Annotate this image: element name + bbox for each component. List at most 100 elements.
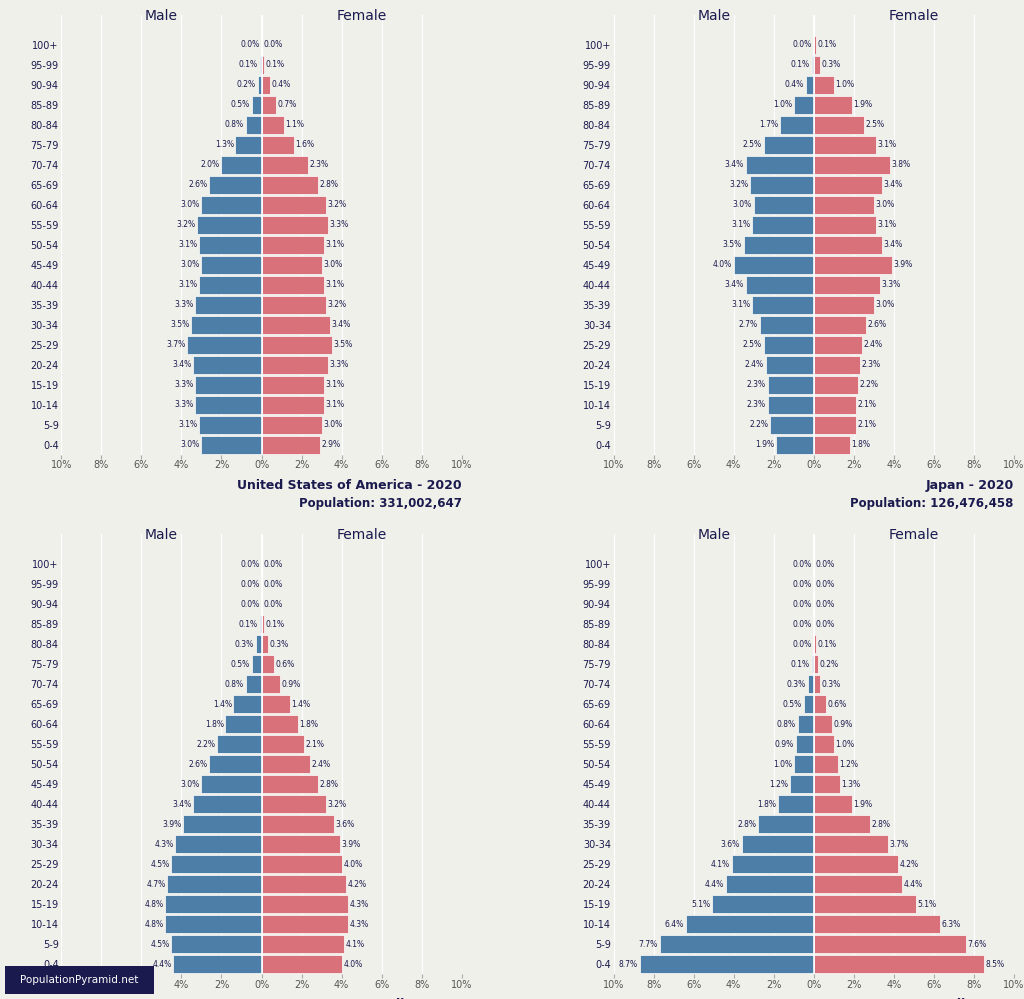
Bar	[814, 156, 890, 174]
Text: 0.8%: 0.8%	[777, 719, 796, 728]
Text: 0.3%: 0.3%	[821, 61, 841, 70]
Text: 0.8%: 0.8%	[225, 679, 244, 688]
Bar	[768, 397, 814, 414]
Bar	[256, 635, 261, 653]
Bar	[259, 56, 261, 74]
Bar	[776, 437, 814, 454]
Text: 3.5%: 3.5%	[171, 321, 189, 330]
Text: 0.0%: 0.0%	[241, 41, 260, 50]
Bar	[210, 176, 261, 194]
Bar	[261, 336, 332, 354]
Text: 1.8%: 1.8%	[757, 799, 776, 808]
Bar	[261, 915, 347, 933]
Bar	[814, 36, 816, 54]
Bar	[752, 216, 814, 234]
Bar	[196, 296, 261, 314]
Text: 0.0%: 0.0%	[263, 41, 283, 50]
Bar	[261, 136, 294, 154]
Text: 3.7%: 3.7%	[889, 839, 908, 848]
Bar	[246, 116, 261, 134]
Bar	[814, 397, 856, 414]
Bar	[171, 935, 261, 953]
Text: 3.2%: 3.2%	[177, 221, 196, 230]
Bar	[790, 775, 814, 793]
Bar	[814, 236, 882, 254]
Text: 0.9%: 0.9%	[282, 679, 300, 688]
Bar	[794, 96, 814, 114]
Text: 0.0%: 0.0%	[815, 619, 835, 628]
Text: 1.3%: 1.3%	[842, 779, 860, 788]
Text: 3.1%: 3.1%	[179, 241, 198, 250]
Bar	[814, 116, 863, 134]
Bar	[808, 675, 814, 693]
Text: 3.4%: 3.4%	[725, 161, 744, 170]
Bar	[261, 56, 263, 74]
Text: 3.0%: 3.0%	[180, 441, 200, 450]
Bar	[796, 735, 814, 753]
Text: 3.9%: 3.9%	[163, 819, 182, 828]
Text: 3.3%: 3.3%	[175, 401, 194, 410]
Text: 2.3%: 2.3%	[861, 361, 881, 370]
Bar	[798, 715, 814, 733]
Text: 4.1%: 4.1%	[711, 859, 730, 868]
Bar	[202, 437, 261, 454]
Text: 2.5%: 2.5%	[865, 121, 885, 130]
Bar	[745, 276, 814, 294]
Bar	[236, 136, 261, 154]
Text: 3.4%: 3.4%	[884, 181, 902, 190]
Text: 4.1%: 4.1%	[345, 939, 365, 948]
Text: 2.3%: 2.3%	[746, 401, 766, 410]
Text: 3.1%: 3.1%	[878, 221, 896, 230]
Text: 4.4%: 4.4%	[153, 959, 172, 968]
Text: 0.5%: 0.5%	[782, 699, 802, 708]
Bar	[806, 76, 814, 94]
Bar	[758, 815, 814, 833]
Text: 1.7%: 1.7%	[759, 121, 778, 130]
Bar	[261, 715, 298, 733]
Text: 3.3%: 3.3%	[329, 361, 348, 370]
Bar	[261, 156, 307, 174]
Text: Male: Male	[697, 528, 730, 542]
Bar	[261, 236, 324, 254]
Bar	[196, 397, 261, 414]
Text: 2.6%: 2.6%	[188, 759, 208, 768]
Bar	[252, 655, 261, 673]
Text: 4.4%: 4.4%	[705, 879, 724, 888]
Bar	[261, 835, 340, 853]
Bar	[183, 815, 261, 833]
Text: 3.6%: 3.6%	[721, 839, 740, 848]
Text: 1.0%: 1.0%	[773, 101, 793, 110]
Bar	[261, 815, 334, 833]
Bar	[779, 116, 814, 134]
Text: 0.0%: 0.0%	[263, 579, 283, 588]
Bar	[764, 336, 814, 354]
Bar	[221, 156, 261, 174]
Bar	[261, 256, 322, 274]
Bar	[257, 76, 261, 94]
Text: 0.1%: 0.1%	[817, 639, 837, 648]
Text: 1.9%: 1.9%	[853, 799, 872, 808]
Bar	[766, 356, 814, 374]
Bar	[814, 276, 880, 294]
Text: 3.7%: 3.7%	[167, 341, 186, 350]
Bar	[261, 296, 326, 314]
Text: 3.0%: 3.0%	[876, 301, 895, 310]
Text: Female: Female	[889, 9, 939, 23]
Text: United States of America - 2020: United States of America - 2020	[237, 480, 462, 493]
Text: 2.1%: 2.1%	[857, 421, 877, 430]
Text: 1.1%: 1.1%	[285, 121, 304, 130]
Bar	[777, 795, 814, 813]
Bar	[741, 835, 814, 853]
Text: 0.3%: 0.3%	[821, 679, 841, 688]
Bar	[752, 296, 814, 314]
Text: 0.0%: 0.0%	[793, 41, 812, 50]
Text: 2.8%: 2.8%	[319, 779, 338, 788]
Bar	[814, 935, 966, 953]
Bar	[640, 955, 814, 973]
Bar	[210, 755, 261, 773]
Text: Female: Female	[337, 528, 387, 542]
Text: 4.4%: 4.4%	[903, 879, 923, 888]
Text: 0.0%: 0.0%	[793, 639, 812, 648]
Bar	[261, 695, 290, 713]
Bar	[814, 417, 856, 434]
